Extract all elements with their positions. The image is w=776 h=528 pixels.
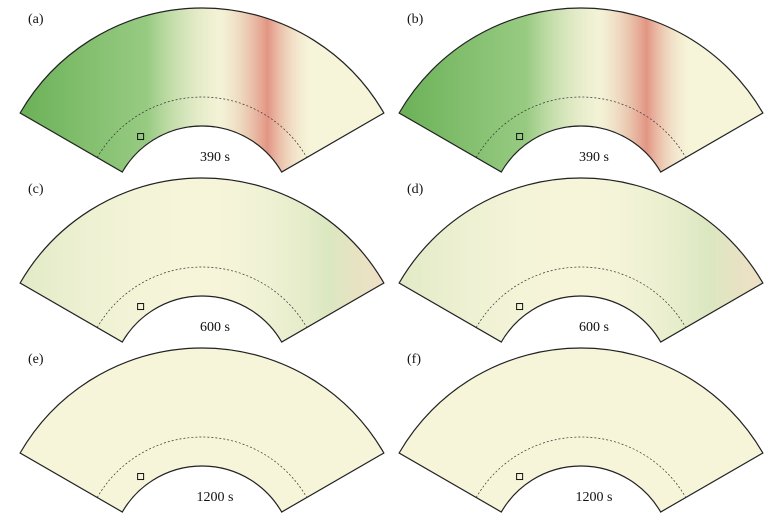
- panel: (f) 1200 s: [398, 347, 764, 513]
- reference-arc: [475, 96, 687, 158]
- reference-arc: [96, 96, 308, 158]
- station-marker: [516, 303, 524, 311]
- reference-arc: [475, 266, 687, 328]
- panel: (d) 600 s: [398, 177, 764, 343]
- time-label: 390 s: [200, 150, 230, 165]
- panel-label: (e): [28, 352, 44, 367]
- station-marker: [516, 133, 524, 141]
- sector-outline: [398, 7, 764, 173]
- time-label: 600 s: [579, 320, 609, 335]
- time-label: 390 s: [579, 150, 609, 165]
- panel-label: (f): [407, 352, 421, 367]
- sector-outline: [398, 347, 764, 513]
- panel: (e) 1200 s: [19, 347, 385, 513]
- sector-outline: [398, 177, 764, 343]
- station-marker: [137, 473, 145, 481]
- sector-outline: [19, 7, 385, 173]
- panel: (a) 390 s: [19, 7, 385, 173]
- wavefield-wash: [399, 7, 763, 173]
- wavefield-wash: [20, 348, 384, 512]
- panel-label: (d): [407, 182, 424, 197]
- reference-arc: [96, 266, 308, 328]
- wavefield-wash: [399, 347, 763, 512]
- panel-label: (b): [407, 12, 424, 27]
- panel-label: (a): [28, 12, 44, 27]
- reference-arc: [96, 436, 308, 498]
- station-marker: [137, 133, 145, 141]
- panel: (c) 600 s: [19, 177, 385, 343]
- time-label: 1200 s: [576, 490, 613, 505]
- panel: (b) 390 s: [398, 7, 764, 173]
- panel-label: (c): [28, 182, 44, 197]
- time-label: 600 s: [200, 320, 230, 335]
- reference-arc: [475, 436, 687, 498]
- sector-outline: [19, 177, 385, 343]
- station-marker: [137, 303, 145, 311]
- time-label: 1200 s: [197, 490, 234, 505]
- wavefield-wash: [20, 178, 384, 342]
- station-marker: [516, 473, 524, 481]
- sector-outline: [19, 347, 385, 513]
- wavefield-wash: [399, 177, 763, 342]
- wavefield-wash: [20, 8, 384, 172]
